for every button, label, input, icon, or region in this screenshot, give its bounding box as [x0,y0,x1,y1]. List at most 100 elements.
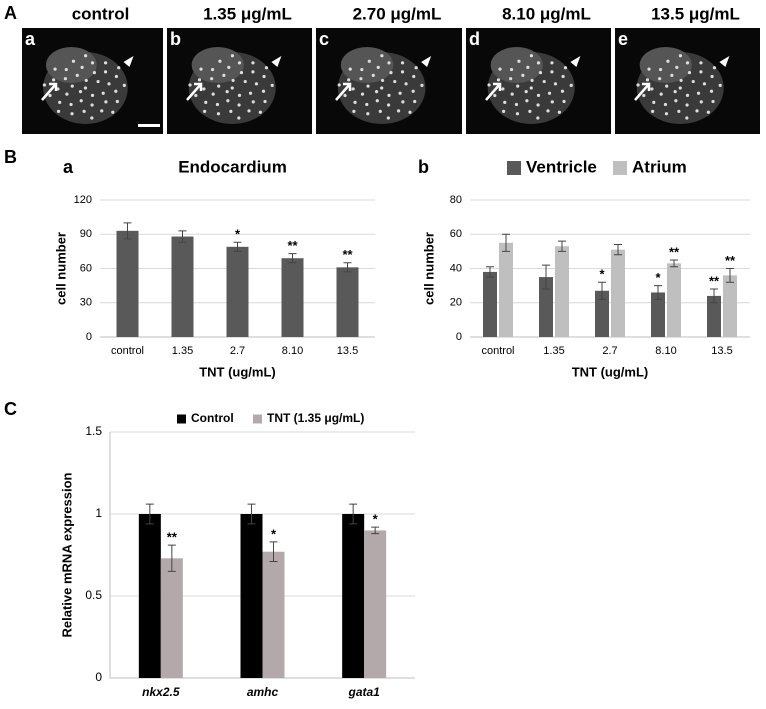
cell-dot [352,109,356,113]
error-bar [178,230,187,243]
cell-dot [678,54,683,58]
cell-dot [51,78,56,82]
cell-dot [375,99,379,103]
y-axis-label: cell number [53,232,68,305]
y-axis-label: Relative mRNA expression [59,472,74,637]
cell-dot [398,91,402,95]
cell-dot [706,110,710,114]
bar [651,292,665,337]
cell-dot [337,83,341,87]
arrow [634,82,651,101]
cell-dot [547,91,552,95]
significance: * [655,270,661,285]
error-bar [167,544,176,572]
arrow [186,82,203,101]
cell-dot [536,93,541,97]
arrowhead [719,56,730,67]
micrograph: e 13.5 μg/mL [615,4,760,134]
cell-dot [237,61,242,65]
cell-dot [96,79,100,84]
cell-dot [347,78,351,82]
y-tick-label: 0 [86,331,92,343]
cell-dot [658,77,662,81]
cell-dot [365,102,369,107]
significance: * [373,512,379,527]
image-label: b [170,29,181,49]
cell-dot [563,66,568,70]
cell-dot [199,67,203,71]
cell-dot [509,67,514,72]
cell-dot [673,90,677,94]
cell-dot [687,71,692,75]
cell-dot [498,67,502,71]
cell-dot [401,100,405,104]
cell-dot [530,78,534,83]
significance: ** [669,244,680,259]
bar [483,271,497,337]
cell-dot [65,92,69,96]
cell-dot [396,109,401,113]
cell-dot [83,86,88,90]
cell-dot [264,66,269,70]
cell-dot [665,84,669,88]
cell-dot [380,86,384,90]
cell-dot [58,100,62,105]
error-bar [247,503,256,525]
error-bar [710,288,718,304]
cell-dot [503,100,507,105]
cell-dot [696,91,701,95]
y-tick-label: 1.5 [85,424,102,438]
error-bar [486,266,494,278]
cell-dot [675,65,679,69]
cell-dot [53,67,57,71]
cell-dot [122,83,126,88]
x-tick-label: nkx2.5 [142,685,180,699]
image-title: 1.35 μg/mL [203,4,292,23]
error-bar [614,244,622,256]
cell-dot [699,100,703,104]
cell-dot [243,79,247,84]
cell-dot [711,99,715,104]
error-bar [269,541,278,563]
error-bar [371,526,380,535]
cell-dot [218,59,222,63]
cell-dot [546,109,550,113]
cell-dot [550,70,554,74]
cell-dot [231,78,235,83]
significance: ** [709,273,720,288]
cell-dot [550,100,554,104]
legend-swatch [253,414,262,424]
bar [595,290,609,337]
cell-dot [84,54,88,58]
cell-dot [389,71,393,75]
cell-dot [251,100,255,104]
cell-dot [695,109,699,113]
cell-dot [685,103,689,107]
bar [171,236,194,337]
cell-dot [529,54,534,58]
cell-dot [258,110,262,114]
arrow [485,82,502,101]
cell-dot [114,89,118,93]
cell-dot [561,74,565,79]
y-tick-label: 1 [95,506,102,520]
bar [723,275,737,337]
cell-dot [215,102,220,107]
bar [611,249,625,337]
bar [539,277,553,337]
cell-dot [270,83,274,88]
x-tick-label: 2.7 [230,345,245,357]
cell-dot [82,109,86,114]
cell-dot [103,61,108,65]
subpanel-label: b [418,157,429,177]
cell-dot [663,102,668,107]
cell-dot [636,83,640,87]
error-bar [349,503,358,525]
micrograph: c 2.70 μg/mL [316,4,462,134]
cell-dot [263,99,267,104]
cell-dot [659,92,663,96]
cell-dot [658,67,663,72]
cell-dot [642,93,646,98]
legend-swatch [613,161,627,175]
cell-dot [79,99,83,103]
